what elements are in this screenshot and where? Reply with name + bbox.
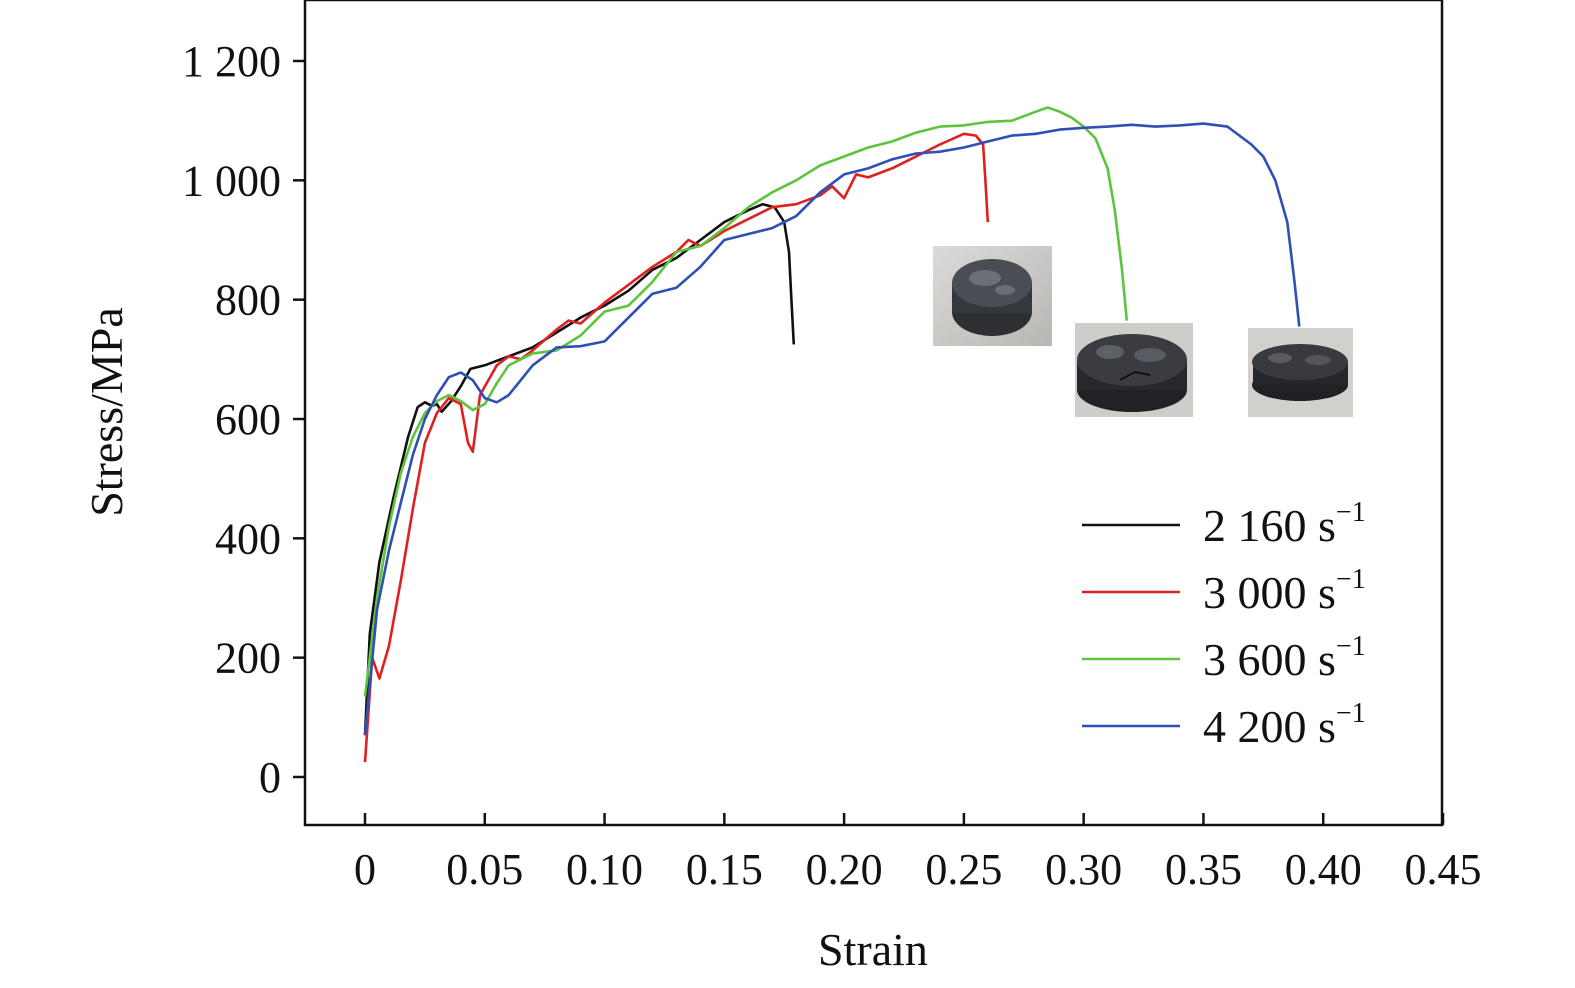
x-tick-label: 0.40 xyxy=(1285,845,1362,894)
y-tick-label: 1 200 xyxy=(182,37,281,86)
legend: 2 160 s−1 3 000 s−1 3 600 s−1 4 200 s−1 xyxy=(1082,497,1366,752)
y-axis-ticks: 0 200 400 600 800 1 000 1 200 xyxy=(182,37,305,802)
y-tick-label: 1 000 xyxy=(182,156,281,205)
series-line-2 xyxy=(363,106,1129,697)
x-tick-label: 0 xyxy=(354,845,376,894)
x-tick-label: 0.05 xyxy=(446,845,523,894)
x-tick-label: 0.30 xyxy=(1045,845,1122,894)
series-lines xyxy=(363,106,1301,763)
x-tick-label: 0.25 xyxy=(925,845,1002,894)
y-tick-label: 200 xyxy=(215,634,281,683)
y-tick-label: 400 xyxy=(215,514,281,563)
specimen-photo-3000 xyxy=(933,246,1052,346)
x-tick-label: 0.20 xyxy=(806,845,883,894)
x-axis-title: Strain xyxy=(818,924,928,975)
specimen-photo-4200 xyxy=(1248,328,1353,417)
legend-label-0: 2 160 s−1 xyxy=(1203,497,1366,551)
legend-label-1: 3 000 s−1 xyxy=(1203,564,1366,618)
y-tick-label: 800 xyxy=(215,276,281,325)
specimen-photo-3600 xyxy=(1075,323,1193,417)
y-tick-label: 0 xyxy=(259,753,281,802)
legend-label-3: 4 200 s−1 xyxy=(1203,698,1366,752)
x-tick-label: 0.15 xyxy=(686,845,763,894)
y-tick-label: 600 xyxy=(215,395,281,444)
x-tick-label: 0.35 xyxy=(1165,845,1242,894)
legend-label-2: 3 600 s−1 xyxy=(1203,631,1366,685)
plot-frame xyxy=(303,0,1444,827)
x-tick-label: 0.10 xyxy=(566,845,643,894)
series-line-0 xyxy=(363,202,796,736)
y-axis-title: Stress/MPa xyxy=(81,307,132,517)
x-axis-ticks: 0 0.05 0.10 0.15 0.20 0.25 0.30 0.35 0.40 0.45 xyxy=(354,813,1482,894)
series-line-1 xyxy=(363,132,990,763)
series-line-3 xyxy=(363,122,1301,736)
x-tick-label: 0.45 xyxy=(1405,845,1482,894)
